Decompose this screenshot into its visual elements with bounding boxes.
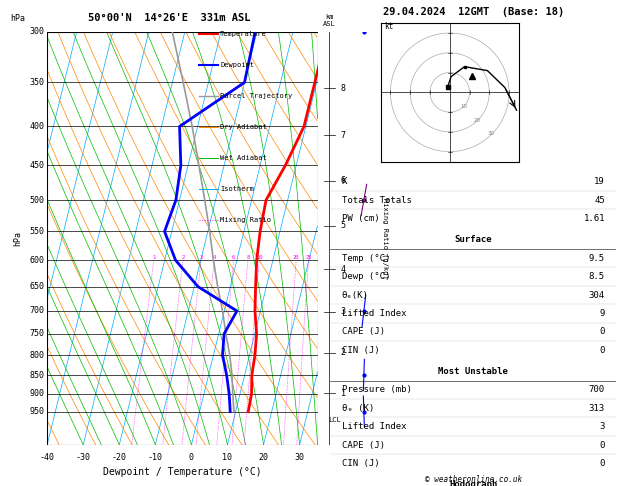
Text: Most Unstable: Most Unstable [438,367,508,376]
Text: 950: 950 [30,407,45,416]
Text: 2: 2 [181,255,184,260]
Text: kt: kt [384,22,394,31]
Text: CAPE (J): CAPE (J) [342,328,385,336]
Text: 8.5: 8.5 [589,272,605,281]
Text: 9: 9 [599,309,605,318]
Text: Parcel Trajectory: Parcel Trajectory [220,93,292,99]
Text: 550: 550 [30,227,45,236]
Text: 6: 6 [232,255,235,260]
Text: LCL: LCL [328,417,342,423]
Text: hPa: hPa [10,14,25,23]
Text: Lifted Index: Lifted Index [342,422,406,431]
Text: Mixing Ratio (g/kg): Mixing Ratio (g/kg) [382,198,389,278]
Text: 3: 3 [599,422,605,431]
Text: CIN (J): CIN (J) [342,346,379,355]
Text: 850: 850 [30,370,45,380]
Text: 900: 900 [30,389,45,399]
Text: CAPE (J): CAPE (J) [342,441,385,450]
Text: 300: 300 [30,27,45,36]
Text: km
ASL: km ASL [323,15,336,27]
Text: 10: 10 [223,453,233,462]
Text: θₑ(K): θₑ(K) [342,291,369,299]
Text: 5: 5 [341,221,345,230]
Text: hPa: hPa [13,231,22,245]
Text: Hodograph: Hodograph [449,480,498,486]
Text: Temperature: Temperature [220,31,267,36]
Text: 30: 30 [294,453,304,462]
Text: Surface: Surface [455,235,492,244]
Text: 20: 20 [474,118,481,122]
Text: 700: 700 [30,307,45,315]
Text: 6: 6 [341,176,345,186]
Text: 650: 650 [30,282,45,291]
Text: Dewpoint / Temperature (°C): Dewpoint / Temperature (°C) [103,468,262,477]
Text: © weatheronline.co.uk: © weatheronline.co.uk [425,474,522,484]
Text: CIN (J): CIN (J) [342,459,379,468]
Text: 45: 45 [594,196,605,205]
Text: 10: 10 [256,255,262,260]
Text: θₑ (K): θₑ (K) [342,404,374,413]
Text: 20: 20 [293,255,299,260]
Text: 800: 800 [30,350,45,360]
Text: 3: 3 [341,307,345,316]
Text: 9.5: 9.5 [589,254,605,262]
Text: 7: 7 [341,131,345,139]
Text: 350: 350 [30,78,45,87]
Text: 750: 750 [30,329,45,338]
Text: Totals Totals: Totals Totals [342,196,411,205]
Text: 20: 20 [259,453,269,462]
Text: 25: 25 [305,255,312,260]
Text: 0: 0 [189,453,194,462]
Text: 4: 4 [341,264,345,274]
Text: 0: 0 [599,346,605,355]
Text: 0: 0 [599,459,605,468]
Text: 19: 19 [594,177,605,186]
Text: Temp (°C): Temp (°C) [342,254,390,262]
Text: 4: 4 [213,255,216,260]
Text: 50°00'N  14°26'E  331m ASL: 50°00'N 14°26'E 331m ASL [87,13,250,23]
Text: 1: 1 [341,389,345,398]
Text: Dry Adiabat: Dry Adiabat [220,123,267,130]
Text: 8: 8 [341,84,345,93]
Text: 304: 304 [589,291,605,299]
Text: 8: 8 [247,255,250,260]
Text: -40: -40 [40,453,55,462]
Text: -10: -10 [148,453,163,462]
Text: 1: 1 [152,255,155,260]
Text: 700: 700 [589,385,605,394]
Text: Wet Adiabat: Wet Adiabat [220,155,267,160]
Text: 29.04.2024  12GMT  (Base: 18): 29.04.2024 12GMT (Base: 18) [382,7,564,17]
Text: 400: 400 [30,122,45,131]
Text: Mixing Ratio: Mixing Ratio [220,217,271,223]
Text: 10: 10 [460,104,467,109]
Text: 450: 450 [30,161,45,170]
Text: 1.61: 1.61 [584,214,605,223]
Text: Dewp (°C): Dewp (°C) [342,272,390,281]
Text: 600: 600 [30,256,45,265]
Text: Isotherm: Isotherm [220,186,254,191]
Text: 0: 0 [599,328,605,336]
Text: Pressure (mb): Pressure (mb) [342,385,411,394]
Text: 0: 0 [599,441,605,450]
Text: 30: 30 [487,131,495,137]
Text: -20: -20 [112,453,127,462]
Text: Lifted Index: Lifted Index [342,309,406,318]
Text: 500: 500 [30,195,45,205]
Text: K: K [342,177,347,186]
Text: -30: -30 [75,453,91,462]
Text: PW (cm): PW (cm) [342,214,379,223]
Text: 2: 2 [341,348,345,357]
Text: 3: 3 [199,255,203,260]
Text: Dewpoint: Dewpoint [220,62,254,68]
Text: 313: 313 [589,404,605,413]
